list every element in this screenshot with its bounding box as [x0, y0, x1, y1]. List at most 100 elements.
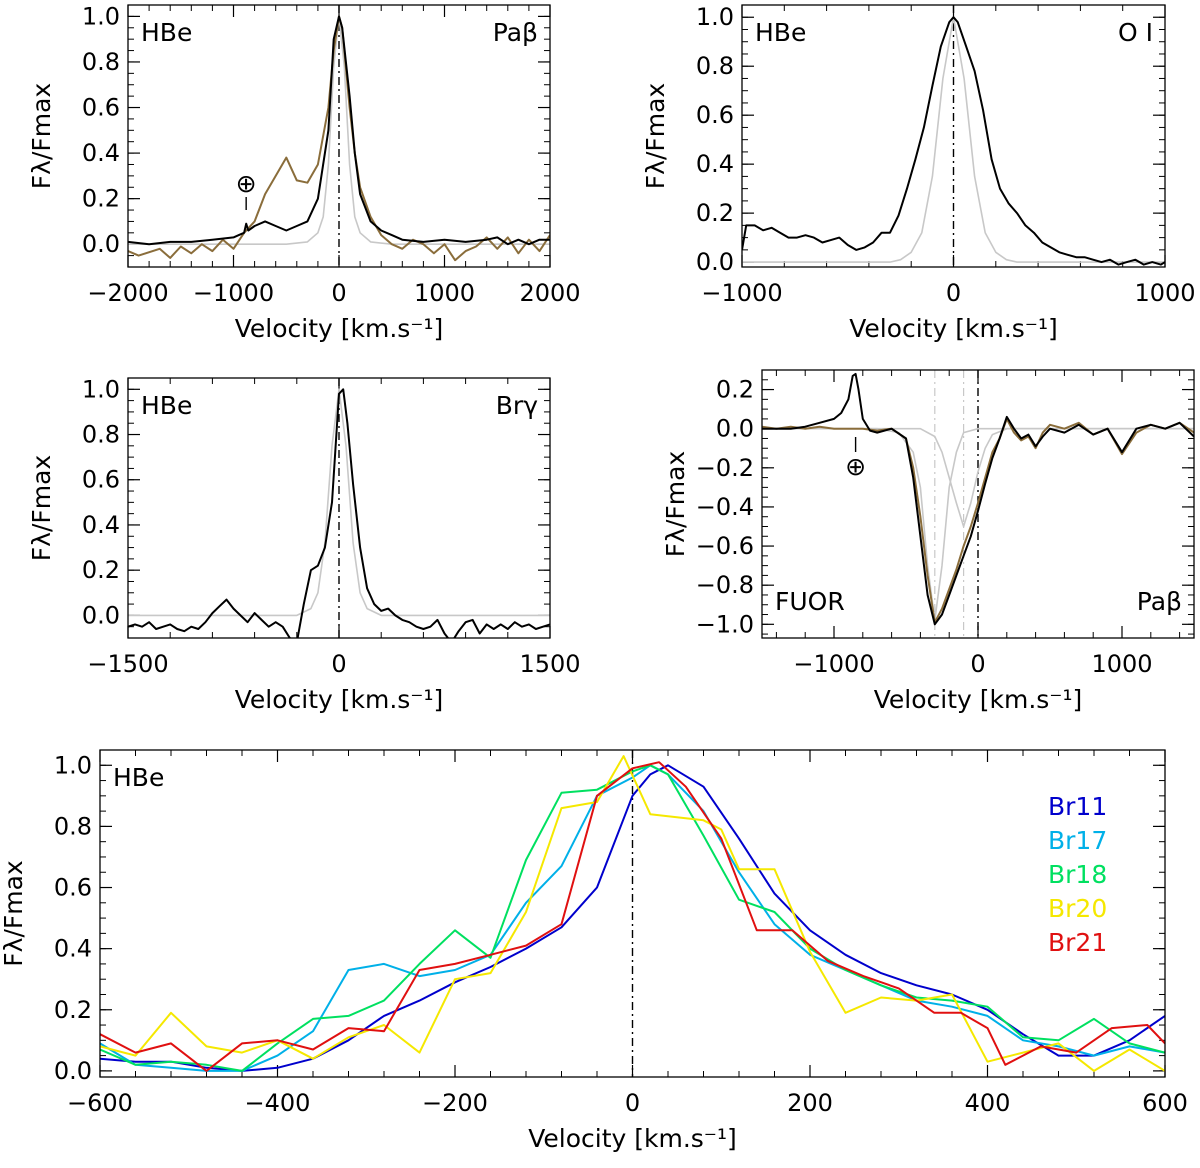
series-Br18: [100, 764, 1165, 1072]
x-axis-label: Velocity [km.s⁻¹]: [235, 314, 444, 343]
x-tick-label: 600: [1142, 1089, 1188, 1117]
y-tick-label: 1.0: [696, 3, 734, 31]
series-Br20: [100, 755, 1165, 1072]
x-tick-label: 2000: [519, 279, 580, 307]
y-tick-label: 0.2: [82, 185, 120, 213]
series-gaussian-model-2: [762, 427, 1194, 528]
panel-label-left: HBe: [141, 18, 192, 47]
x-axis-label: Velocity [km.s⁻¹]: [849, 314, 1058, 343]
series-observed-black: [128, 15, 550, 246]
x-tick-label: −600: [67, 1089, 133, 1117]
y-tick-label: −0.4: [696, 493, 754, 521]
y-tick-label: −0.8: [696, 571, 754, 599]
x-tick-label: 1500: [519, 650, 580, 678]
panel-3: −1500 0 1500 0.0 0.2 0.4 0.6 0.8 1.0 Velocity [km…: [27, 375, 581, 714]
panel-label-left: HBe: [755, 18, 806, 47]
telluric-icon: ⊕: [845, 452, 866, 481]
panel-5: −600 −400 −200 0 200 400 600 0.0 0.2 0.4 0.6 0.8 1.0…: [0, 749, 1188, 1153]
y-tick-label: −0.6: [696, 532, 754, 560]
plot-frame: [99, 749, 1166, 1078]
x-tick-label: −1500: [87, 650, 168, 678]
series-gaussian-model: [128, 388, 550, 617]
y-tick-label: 0.6: [82, 94, 120, 122]
panel-label-right: O I: [1118, 18, 1153, 47]
legend: Br11 Br17 Br18 Br20 Br21: [1048, 792, 1107, 957]
y-tick-label: 0.8: [696, 52, 734, 80]
y-tick-label: −1.0: [696, 610, 754, 638]
x-axis-label: Velocity [km.s⁻¹]: [528, 1124, 737, 1153]
series-observed-black: [128, 388, 550, 638]
x-axis-label: Velocity [km.s⁻¹]: [874, 685, 1083, 714]
x-tick-label: 0: [970, 650, 985, 678]
plot-frame: [127, 377, 551, 639]
y-tick-label: 0.4: [54, 935, 92, 963]
panel-1: −2000 −1000 0 1000 2000 0.0 0.2 0.4 0.6 0.8 1.0 Vel…: [27, 2, 581, 343]
y-tick-label: 0.2: [82, 556, 120, 584]
y-tick-label: −0.2: [696, 454, 754, 482]
y-axis-label: Fλ/Fmax: [27, 83, 56, 189]
y-tick-label: 1.0: [54, 751, 92, 779]
plot-frame: [761, 369, 1195, 639]
y-tick-label: 0.6: [54, 874, 92, 902]
y-axis-label: Fλ/Fmax: [0, 860, 28, 966]
legend-entry-br17: Br17: [1048, 826, 1107, 855]
x-tick-label: 200: [787, 1089, 833, 1117]
legend-entry-br11: Br11: [1048, 792, 1107, 821]
y-tick-label: 0.0: [54, 1057, 92, 1085]
y-tick-label: 0.2: [716, 376, 754, 404]
y-tick-label: 0.8: [82, 48, 120, 76]
x-tick-label: −2000: [87, 279, 168, 307]
y-axis-label: Fλ/Fmax: [641, 83, 670, 189]
x-tick-label: −1000: [793, 650, 874, 678]
legend-entry-br21: Br21: [1048, 928, 1107, 957]
panel-label-right: Brγ: [496, 391, 538, 420]
panel-4: −1000 0 1000 −1.0 −0.8 −0.6 −0.4 −0.2 0.0 0.2 Velo…: [661, 369, 1195, 714]
panel-label-left: HBe: [141, 391, 192, 420]
y-axis-label: Fλ/Fmax: [27, 455, 56, 561]
y-tick-label: 0.4: [82, 511, 120, 539]
plot-frame: [741, 4, 1166, 268]
series-Br17: [100, 764, 1165, 1072]
panel-2: −1000 0 1000 0.0 0.2 0.4 0.6 0.8 1.0 Velocity [km…: [641, 3, 1196, 343]
y-tick-label: 1.0: [82, 2, 120, 30]
y-tick-label: 0.6: [82, 466, 120, 494]
panel-label-right: Paβ: [493, 18, 538, 47]
y-tick-label: 0.2: [54, 996, 92, 1024]
y-tick-label: 0.0: [696, 248, 734, 276]
x-tick-label: −1000: [701, 279, 782, 307]
panel-label-right: Paβ: [1137, 587, 1182, 616]
x-tick-label: 0: [625, 1089, 640, 1117]
y-tick-label: 0.4: [696, 150, 734, 178]
x-axis-label: Velocity [km.s⁻¹]: [235, 685, 444, 714]
x-tick-label: −200: [422, 1089, 488, 1117]
y-tick-label: 0.8: [54, 812, 92, 840]
telluric-icon: ⊕: [236, 169, 257, 198]
legend-entry-br20: Br20: [1048, 894, 1107, 923]
y-tick-label: 0.8: [82, 421, 120, 449]
x-tick-label: −400: [245, 1089, 311, 1117]
x-tick-label: 1000: [1134, 279, 1195, 307]
y-tick-label: 0.2: [696, 199, 734, 227]
y-tick-label: 0.0: [716, 415, 754, 443]
panel-label-left: FUOR: [775, 587, 845, 616]
y-tick-label: 0.6: [696, 101, 734, 129]
panel-label-left: HBe: [113, 763, 164, 792]
y-tick-label: 0.0: [82, 230, 120, 258]
y-tick-label: 0.4: [82, 139, 120, 167]
series-Br21: [100, 761, 1165, 1072]
legend-entry-br18: Br18: [1048, 860, 1107, 889]
x-tick-label: 400: [965, 1089, 1011, 1117]
x-tick-label: 1000: [1091, 650, 1152, 678]
series-observed-black: [742, 16, 1165, 266]
x-tick-label: 0: [946, 279, 961, 307]
series-Br11: [100, 764, 1165, 1072]
plot-frame: [127, 4, 551, 268]
x-tick-label: 1000: [414, 279, 475, 307]
x-tick-label: 0: [331, 279, 346, 307]
y-tick-label: 0.0: [82, 601, 120, 629]
y-axis-label: Fλ/Fmax: [661, 451, 690, 557]
series-observed-black: [762, 372, 1194, 626]
x-tick-label: −1000: [193, 279, 274, 307]
x-tick-label: 0: [331, 650, 346, 678]
